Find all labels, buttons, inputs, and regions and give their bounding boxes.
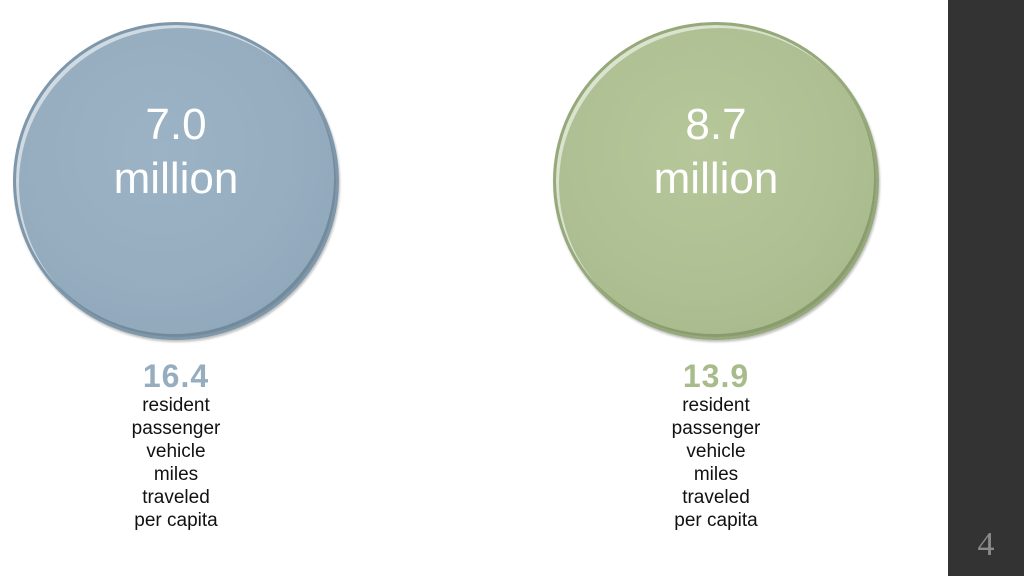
caption-line: passenger	[131, 418, 221, 439]
stat-caption: 13.9 resident passenger vehicle miles tr…	[551, 358, 881, 532]
caption-line: vehicle	[146, 441, 206, 462]
circle-value: 8.7	[685, 100, 747, 149]
stat-block-left: 7.0 million 16.4 resident passenger vehi…	[11, 22, 341, 532]
stat-circle-green: 8.7 million	[553, 22, 879, 340]
caption-line: traveled	[682, 487, 750, 508]
caption-line: miles	[153, 464, 199, 485]
caption-line: traveled	[142, 487, 210, 508]
caption-value: 13.9	[682, 358, 750, 394]
caption-line: per capita	[134, 510, 218, 531]
caption-line: vehicle	[686, 441, 746, 462]
caption-line: passenger	[671, 418, 761, 439]
circle-unit: million	[113, 154, 239, 203]
slide-canvas: 7.0 million 16.4 resident passenger vehi…	[11, 22, 881, 532]
caption-line: resident	[142, 395, 210, 416]
caption-line: per capita	[674, 510, 758, 531]
stat-circle-blue: 7.0 million	[13, 22, 339, 340]
side-bar: 4	[948, 0, 1024, 576]
circle-unit: million	[653, 154, 779, 203]
circle-value: 7.0	[145, 100, 207, 149]
slide-number: 4	[977, 526, 995, 563]
caption-line: miles	[693, 464, 739, 485]
stat-block-right: 8.7 million 13.9 resident passenger vehi…	[551, 22, 881, 532]
caption-value: 16.4	[142, 358, 210, 394]
caption-line: resident	[682, 395, 750, 416]
stat-caption: 16.4 resident passenger vehicle miles tr…	[11, 358, 341, 532]
